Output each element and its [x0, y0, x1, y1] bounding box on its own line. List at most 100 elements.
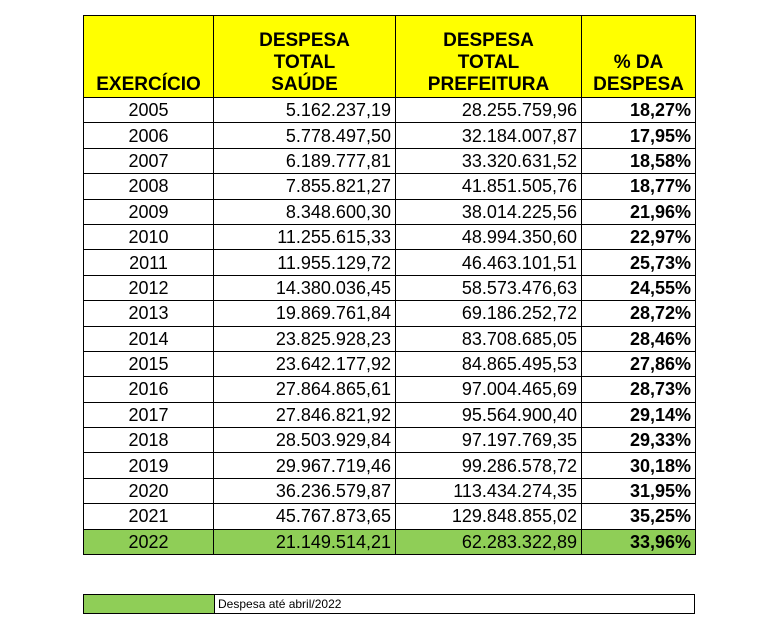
table-cell: 29,33% — [581, 427, 696, 454]
table-cell: 2009 — [83, 198, 214, 225]
table-cell: 7.855.821,27 — [213, 173, 396, 200]
table-cell: 2014 — [83, 325, 214, 352]
table-cell: 2015 — [83, 350, 214, 378]
table-cell: 5.162.237,19 — [213, 96, 396, 124]
table-row: 2006 5.778.497,50 32.184.007,87 17,95% — [83, 122, 696, 149]
expense-table: EXERCÍCIO DESPESA TOTAL SAÚDE DESPESA TOTA… — [83, 15, 696, 556]
table-cell: 28,73% — [581, 376, 696, 403]
table-row: 2017 27.846.821,92 95.564.900,40 29,14% — [83, 401, 696, 429]
table-cell: 58.573.476,63 — [395, 274, 582, 302]
table-row: 2021 45.767.873,65 129.848.855,02 35,25% — [83, 503, 696, 530]
table-cell: 24,55% — [581, 274, 696, 302]
table-row: 2005 5.162.237,19 28.255.759,96 18,27% — [83, 96, 696, 124]
table-cell: 2022 — [83, 528, 214, 556]
table-cell: 22,97% — [581, 223, 696, 251]
table-cell: 2018 — [83, 427, 214, 454]
table-cell: 25,73% — [581, 249, 696, 276]
table-cell: 21,96% — [581, 198, 696, 225]
header-cell: % DA DESPESA — [581, 15, 696, 98]
table-cell: 2017 — [83, 401, 214, 429]
table-cell: 129.848.855,02 — [395, 503, 582, 530]
table-body: 2005 5.162.237,19 28.255.759,96 18,27% 2006 5… — [83, 96, 696, 556]
table-cell: 6.189.777,81 — [213, 147, 396, 175]
table-cell: 45.767.873,65 — [213, 503, 396, 530]
header-cell: DESPESA TOTAL SAÚDE — [213, 15, 396, 98]
table-cell: 95.564.900,40 — [395, 401, 582, 429]
legend-swatch — [84, 595, 215, 613]
table-cell: 84.865.495,53 — [395, 350, 582, 378]
table-cell: 21.149.514,21 — [213, 528, 396, 556]
table-cell: 28,46% — [581, 325, 696, 352]
table-cell: 18,27% — [581, 96, 696, 124]
table-cell: 28.255.759,96 — [395, 96, 582, 124]
table-cell: 97.004.465,69 — [395, 376, 582, 403]
table-cell: 62.283.322,89 — [395, 528, 582, 556]
table-cell: 99.286.578,72 — [395, 452, 582, 479]
legend-label: Despesa até abril/2022 — [218, 597, 342, 611]
table-cell: 23.642.177,92 — [213, 350, 396, 378]
header-row: EXERCÍCIO DESPESA TOTAL SAÚDE DESPESA TOTA… — [83, 15, 696, 98]
legend: Despesa até abril/2022 — [83, 594, 695, 614]
header-cell: DESPESA TOTAL PREFEITURA — [395, 15, 582, 98]
table-cell: 35,25% — [581, 503, 696, 530]
table-cell: 28,72% — [581, 300, 696, 327]
table-cell: 2010 — [83, 223, 214, 251]
table-cell: 2016 — [83, 376, 214, 403]
table-cell: 30,18% — [581, 452, 696, 479]
table-cell: 14.380.036,45 — [213, 274, 396, 302]
table-cell: 2019 — [83, 452, 214, 479]
table-cell: 11.255.615,33 — [213, 223, 396, 251]
table-cell: 5.778.497,50 — [213, 122, 396, 149]
table-cell: 27.864.865,61 — [213, 376, 396, 403]
table-cell: 2006 — [83, 122, 214, 149]
table-cell: 2011 — [83, 249, 214, 276]
table-row: 2009 8.348.600,30 38.014.225,56 21,96% — [83, 198, 696, 225]
table-cell: 18,58% — [581, 147, 696, 175]
table-cell: 23.825.928,23 — [213, 325, 396, 352]
table-cell: 18,77% — [581, 173, 696, 200]
table-cell: 38.014.225,56 — [395, 198, 582, 225]
table-cell: 41.851.505,76 — [395, 173, 582, 200]
table-row: 2016 27.864.865,61 97.004.465,69 28,73% — [83, 376, 696, 403]
table-cell: 28.503.929,84 — [213, 427, 396, 454]
table-cell: 2021 — [83, 503, 214, 530]
table-cell: 46.463.101,51 — [395, 249, 582, 276]
table-row: 2012 14.380.036,45 58.573.476,63 24,55% — [83, 274, 696, 302]
table-cell: 29,14% — [581, 401, 696, 429]
table-cell: 113.434.274,35 — [395, 477, 582, 505]
table-cell: 2012 — [83, 274, 214, 302]
table-row: 2022 21.149.514,21 62.283.322,89 33,96% — [83, 528, 696, 556]
table-cell: 2020 — [83, 477, 214, 505]
table-cell: 8.348.600,30 — [213, 198, 396, 225]
table-cell: 2013 — [83, 300, 214, 327]
table-cell: 33,96% — [581, 528, 696, 556]
table-row: 2011 11.955.129,72 46.463.101,51 25,73% — [83, 249, 696, 276]
table-cell: 2008 — [83, 173, 214, 200]
table-cell: 97.197.769,35 — [395, 427, 582, 454]
table-row: 2019 29.967.719,46 99.286.578,72 30,18% — [83, 452, 696, 479]
table-cell: 2007 — [83, 147, 214, 175]
table-row: 2018 28.503.929,84 97.197.769,35 29,33% — [83, 427, 696, 454]
table-row: 2020 36.236.579,87 113.434.274,35 31,95% — [83, 477, 696, 505]
table-cell: 83.708.685,05 — [395, 325, 582, 352]
table-cell: 29.967.719,46 — [213, 452, 396, 479]
table-row: 2015 23.642.177,92 84.865.495,53 27,86% — [83, 350, 696, 378]
header-cell: EXERCÍCIO — [83, 15, 214, 98]
table-row: 2007 6.189.777,81 33.320.631,52 18,58% — [83, 147, 696, 175]
table-cell: 69.186.252,72 — [395, 300, 582, 327]
table-cell: 11.955.129,72 — [213, 249, 396, 276]
table-row: 2010 11.255.615,33 48.994.350,60 22,97% — [83, 223, 696, 251]
table-cell: 27,86% — [581, 350, 696, 378]
table-cell: 17,95% — [581, 122, 696, 149]
table-cell: 2005 — [83, 96, 214, 124]
table-cell: 33.320.631,52 — [395, 147, 582, 175]
table-cell: 31,95% — [581, 477, 696, 505]
table-cell: 27.846.821,92 — [213, 401, 396, 429]
table-cell: 32.184.007,87 — [395, 122, 582, 149]
table-cell: 19.869.761,84 — [213, 300, 396, 327]
table-row: 2014 23.825.928,23 83.708.685,05 28,46% — [83, 325, 696, 352]
table-row: 2013 19.869.761,84 69.186.252,72 28,72% — [83, 300, 696, 327]
table-row: 2008 7.855.821,27 41.851.505,76 18,77% — [83, 173, 696, 200]
table-cell: 36.236.579,87 — [213, 477, 396, 505]
